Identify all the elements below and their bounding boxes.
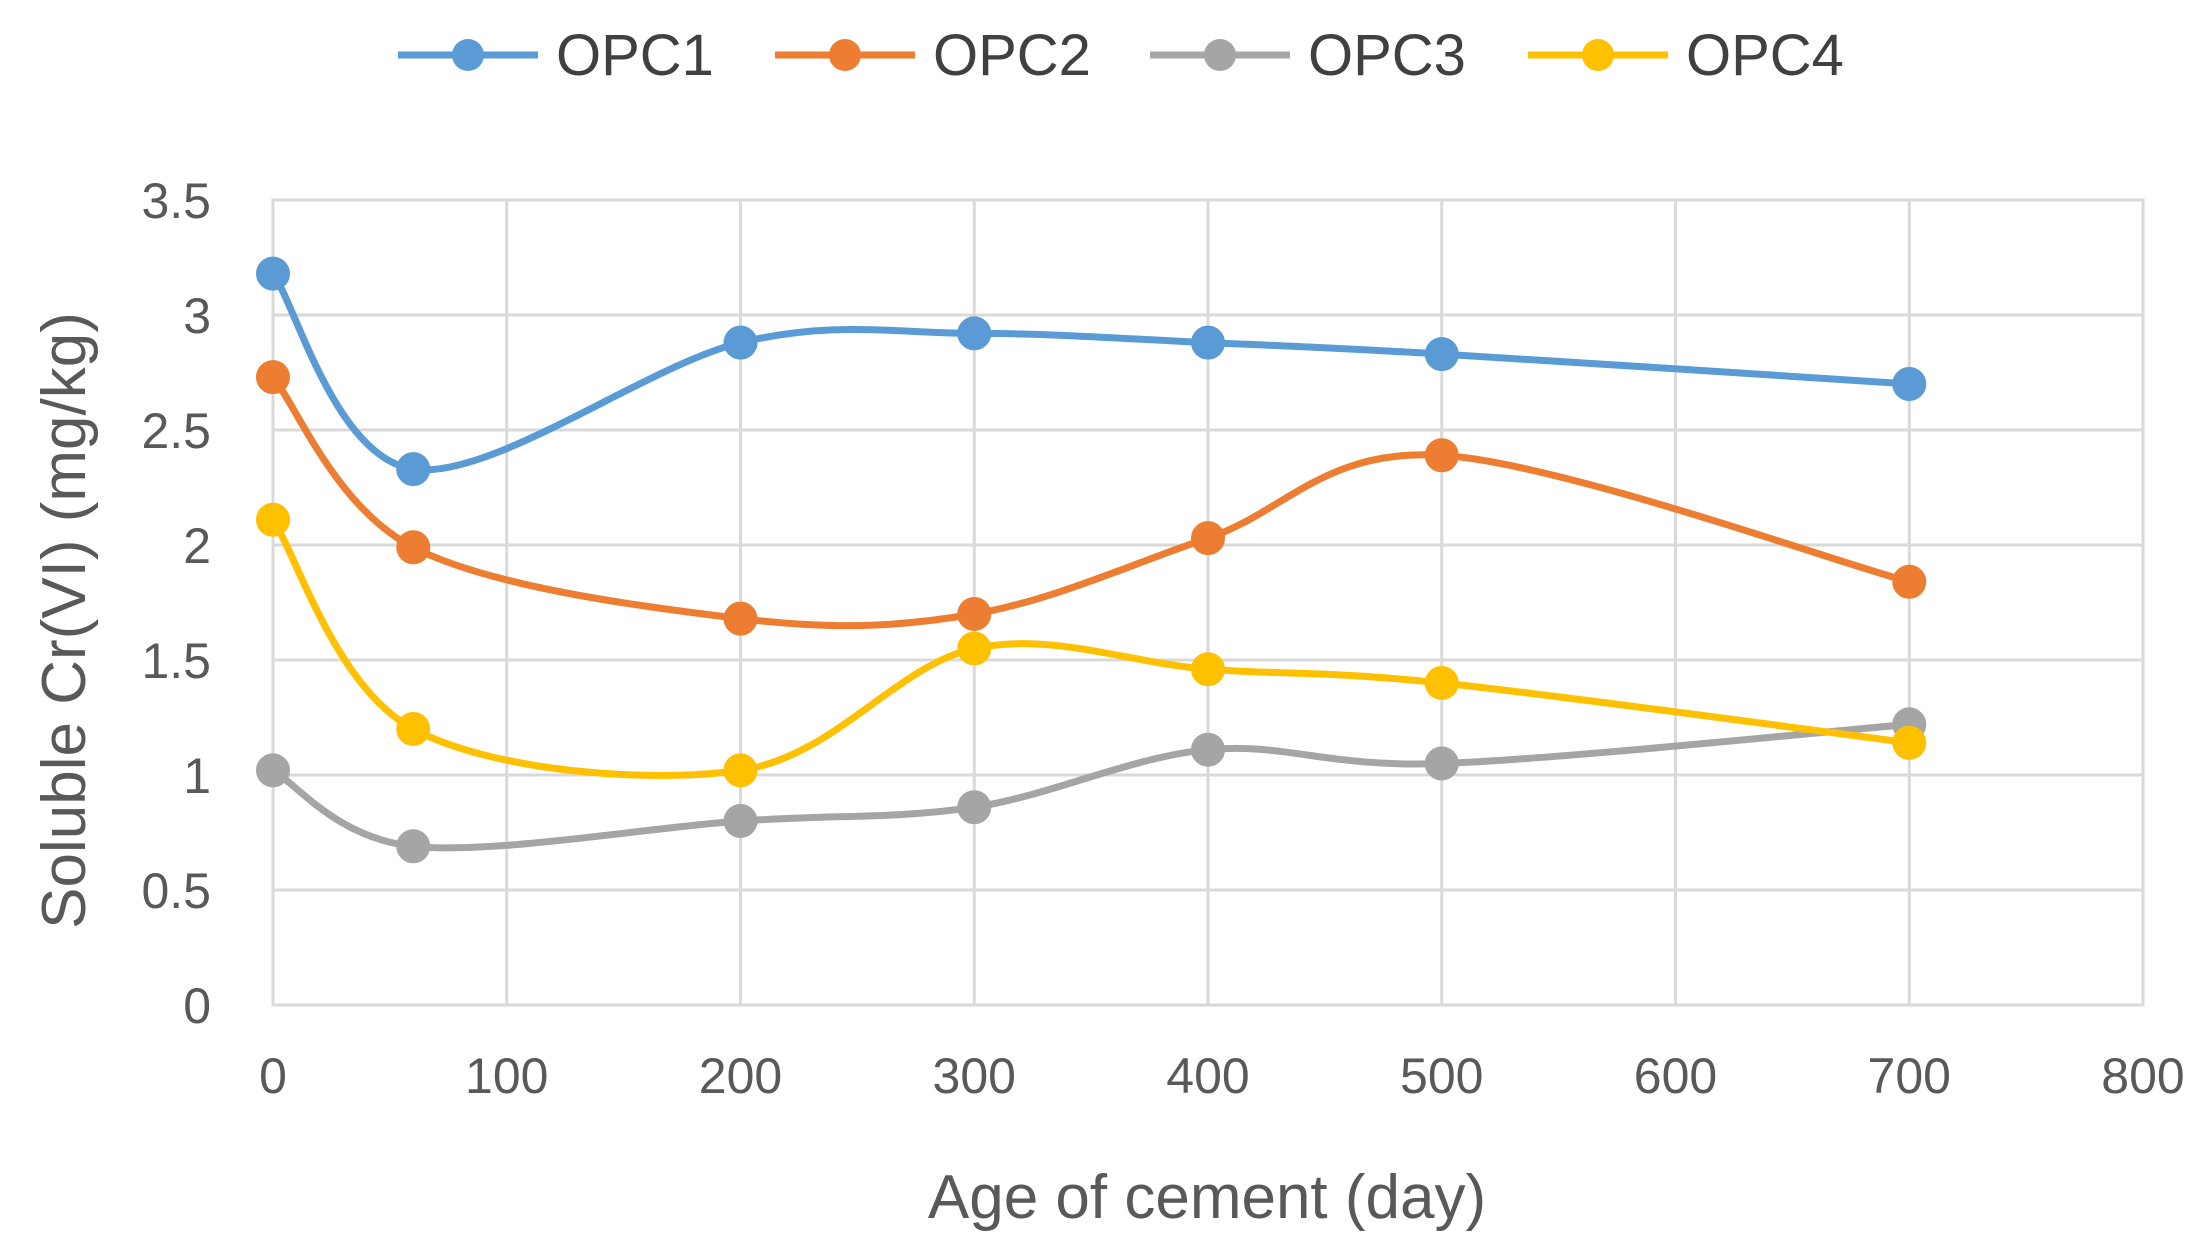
data-point-opc4 — [1892, 725, 1927, 760]
legend-label: OPC4 — [1686, 23, 1844, 88]
data-point-opc3 — [256, 753, 290, 788]
y-tick-label: 1.5 — [141, 633, 211, 689]
series-opc4 — [256, 502, 1927, 788]
y-tick-label: 2.5 — [141, 403, 211, 459]
data-point-opc4 — [1191, 652, 1225, 687]
legend-label: OPC2 — [933, 23, 1091, 88]
x-axis-title: Age of cement (day) — [928, 1163, 1486, 1232]
x-tick-label: 800 — [2101, 1048, 2184, 1104]
x-tick-label: 200 — [699, 1048, 782, 1104]
x-tick-label: 300 — [933, 1048, 1016, 1104]
data-point-opc3 — [723, 804, 758, 838]
plot-area-border — [271, 198, 2145, 1007]
data-point-opc3 — [1191, 732, 1225, 767]
series-layer — [256, 256, 1927, 864]
x-tick-label: 100 — [465, 1048, 548, 1104]
data-point-opc1 — [1424, 337, 1459, 372]
data-point-opc1 — [1191, 325, 1225, 360]
legend-swatch-marker — [1582, 39, 1614, 71]
data-point-opc2 — [1191, 521, 1225, 556]
series-line-opc2 — [269, 373, 1913, 630]
y-tick-label: 2 — [183, 518, 211, 574]
data-point-opc2 — [723, 601, 758, 636]
legend-item-opc1: OPC1 — [398, 23, 714, 88]
data-point-opc3 — [1424, 746, 1459, 781]
x-tick-label: 0 — [259, 1048, 287, 1104]
series-opc1 — [256, 256, 1927, 487]
series-line-opc1 — [269, 270, 1913, 474]
data-point-opc1 — [256, 256, 290, 291]
legend-swatch-marker — [829, 39, 861, 71]
legend-item-opc4: OPC4 — [1528, 23, 1844, 88]
y-tick-label: 3 — [183, 288, 211, 344]
data-point-opc3 — [957, 790, 992, 825]
series-line-opc3 — [269, 720, 1913, 852]
legend-swatch-marker — [1204, 39, 1236, 71]
data-point-opc1 — [1892, 367, 1927, 401]
x-tick-label: 600 — [1634, 1048, 1717, 1104]
data-point-opc4 — [957, 631, 992, 666]
data-point-opc4 — [1424, 666, 1459, 700]
series-line-opc4 — [269, 516, 1913, 779]
data-point-opc3 — [396, 829, 431, 864]
x-tick-label: 500 — [1400, 1048, 1483, 1104]
legend-label: OPC3 — [1308, 23, 1466, 88]
data-point-opc2 — [396, 530, 431, 565]
data-point-opc1 — [723, 325, 758, 360]
data-point-opc4 — [723, 753, 758, 788]
y-axis-tick-labels: 0 0.5 1 1.5 2 2.5 3 3.5 — [141, 173, 211, 1034]
legend: OPC1 OPC2 OPC3 OPC4 — [398, 23, 1844, 88]
y-tick-label: 3.5 — [141, 173, 211, 229]
y-tick-label: 0.5 — [141, 863, 211, 919]
data-point-opc4 — [396, 712, 431, 746]
y-tick-label: 0 — [183, 978, 211, 1034]
legend-label: OPC1 — [556, 23, 714, 88]
y-axis-title: Soluble Cr(VI) (mg/kg) — [30, 312, 99, 929]
legend-item-opc2: OPC2 — [775, 23, 1091, 88]
series-opc3 — [256, 707, 1927, 864]
data-point-opc1 — [396, 452, 431, 487]
vertical-gridlines — [271, 200, 2145, 1005]
x-tick-label: 400 — [1166, 1048, 1249, 1104]
data-point-opc2 — [1892, 564, 1927, 599]
data-point-opc2 — [957, 597, 992, 631]
legend-item-opc3: OPC3 — [1150, 23, 1466, 88]
series-opc2 — [256, 360, 1927, 636]
x-axis-tick-labels: 0 100 200 300 400 500 600 700 800 — [259, 1048, 2185, 1104]
y-tick-label: 1 — [183, 748, 211, 804]
data-point-opc1 — [957, 316, 992, 351]
data-point-opc2 — [1424, 438, 1459, 473]
data-point-opc2 — [256, 360, 290, 395]
x-tick-label: 700 — [1868, 1048, 1951, 1104]
legend-swatch-marker — [452, 39, 484, 71]
data-point-opc4 — [256, 502, 290, 537]
